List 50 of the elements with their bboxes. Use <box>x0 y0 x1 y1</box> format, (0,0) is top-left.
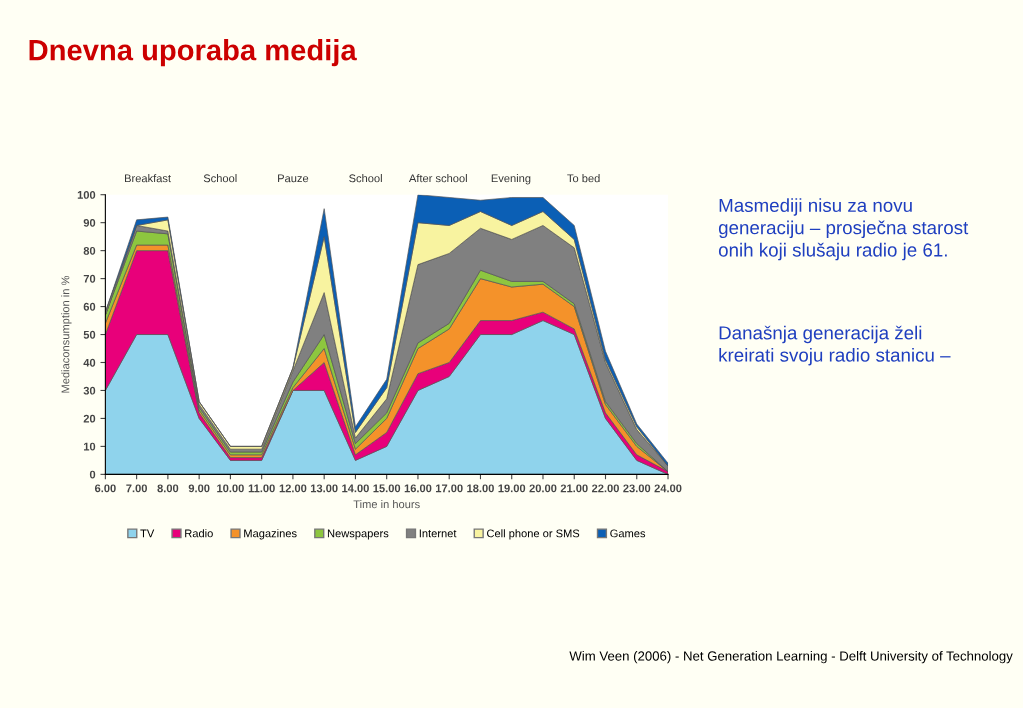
y-axis-title: Mediaconsumption in % <box>61 275 72 393</box>
y-tick-label: 70 <box>83 274 96 283</box>
x-tick-label: 11.00 <box>248 484 275 493</box>
x-tick-label: 13.00 <box>310 484 338 493</box>
text: Masmediji nisu za novu generaciju – prosječna starost onih koji slušaju radio je 61. <box>718 198 969 261</box>
x-tick-label: 6.00 <box>94 484 116 493</box>
text: Wim Veen (2006) - Net Generation Learning - Delft University of Technology <box>569 651 1013 664</box>
text: Pauze <box>278 174 309 183</box>
x-tick-label: 17.00 <box>436 484 463 493</box>
y-tick-label: 0 <box>89 470 96 479</box>
text: After school <box>408 174 467 183</box>
y-tick-label: 60 <box>83 302 96 311</box>
legend-label: Newspapers <box>327 529 389 540</box>
y-tick-label: 20 <box>83 414 96 423</box>
x-axis-title: Time in hours <box>353 500 420 509</box>
text: Breakfast <box>125 174 171 183</box>
x-tick-label: 10.00 <box>217 484 244 493</box>
legend-label: Games <box>610 529 646 538</box>
legend-label: Internet <box>419 529 457 538</box>
y-tick-label: 40 <box>83 358 96 367</box>
x-tick-label: 15.00 <box>373 484 401 493</box>
x-tick-label: 21.00 <box>560 484 588 493</box>
x-tick-label: 7.00 <box>126 484 147 493</box>
y-tick-label: 30 <box>83 386 96 395</box>
legend-label: Radio <box>185 529 213 538</box>
x-tick-label: 12.00 <box>279 484 307 493</box>
x-tick-label: 16.00 <box>404 484 432 493</box>
legend-label: TV <box>140 529 155 538</box>
legend-label: Magazines <box>244 529 297 540</box>
y-tick-label: 80 <box>83 246 96 255</box>
x-tick-label: 23.00 <box>623 484 651 493</box>
legend-label: Cell phone or SMS <box>487 529 580 540</box>
text: Evening <box>491 174 531 185</box>
y-tick-label: 50 <box>83 330 96 339</box>
chart-title: Dnevna uporaba medija <box>29 39 357 67</box>
y-tick-label: 10 <box>83 442 96 451</box>
text: School <box>349 174 382 183</box>
x-tick-label: 18.00 <box>467 484 494 493</box>
x-tick-label: 22.00 <box>591 484 619 493</box>
text: To bed <box>567 174 600 183</box>
x-tick-label: 9.00 <box>188 484 210 493</box>
y-tick-label: 100 <box>77 190 96 199</box>
y-tick-label: 90 <box>83 218 96 227</box>
x-tick-label: 20.00 <box>529 484 557 493</box>
text: School <box>203 174 237 183</box>
x-tick-label: 8.00 <box>157 484 179 493</box>
x-tick-label: 14.00 <box>342 484 369 493</box>
x-tick-label: 19.00 <box>498 484 526 493</box>
x-tick-label: 24.00 <box>654 484 682 493</box>
text: Današnja generacija želi kreirati svoju radio stanicu – <box>719 325 951 366</box>
